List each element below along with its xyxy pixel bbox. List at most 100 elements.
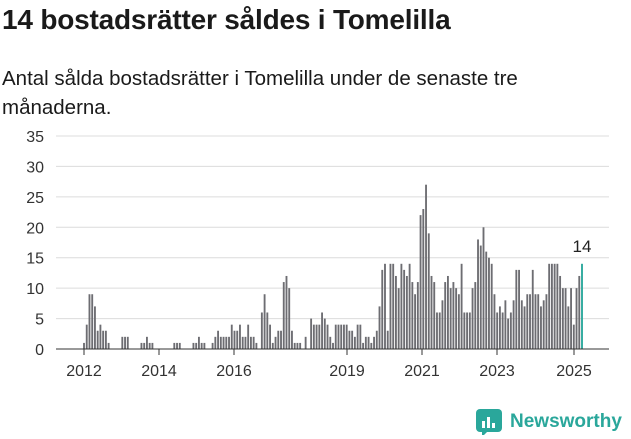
bar	[403, 269, 406, 349]
bar	[146, 336, 148, 349]
bar	[203, 342, 206, 349]
bar	[468, 312, 471, 349]
bar	[397, 288, 400, 349]
bar	[416, 282, 419, 349]
y-tick-label: 0	[35, 342, 44, 359]
newsworthy-logo-icon	[476, 409, 502, 435]
bar	[197, 336, 200, 349]
bar	[455, 288, 458, 349]
bar	[559, 275, 562, 349]
bar	[96, 330, 99, 349]
bar	[178, 342, 181, 349]
bar	[99, 324, 102, 349]
bar	[269, 324, 271, 349]
bar	[441, 300, 444, 349]
bar	[249, 336, 252, 349]
bar	[312, 324, 315, 349]
bar	[230, 324, 233, 349]
chart-title: 14 bostadsrätter såldes i Tomelilla	[2, 4, 451, 35]
bar	[474, 282, 477, 349]
bar	[460, 263, 463, 349]
bar	[485, 251, 488, 349]
bar	[438, 312, 441, 349]
bar	[405, 275, 408, 349]
bar	[564, 288, 567, 349]
bar	[427, 233, 430, 349]
bar	[102, 330, 105, 349]
y-axis-ticks: 0 5 10 15 20 25 30 35	[26, 129, 44, 359]
x-tick-label: 2019	[329, 363, 365, 380]
bar	[252, 336, 255, 349]
bar	[509, 312, 512, 349]
bar	[222, 336, 225, 349]
bar	[332, 342, 334, 349]
bar	[304, 336, 307, 349]
bar	[85, 324, 88, 349]
x-axis: 2012 2014 2016 2019 2021 2023 2025	[56, 348, 609, 380]
bar	[318, 324, 321, 349]
bar-highlight	[581, 263, 583, 349]
bar	[121, 336, 124, 349]
bar	[337, 324, 340, 349]
y-tick-label: 15	[26, 251, 44, 268]
bar	[244, 336, 247, 349]
bar	[537, 294, 540, 349]
bar	[408, 263, 411, 349]
bar	[126, 336, 129, 349]
bar	[515, 269, 518, 349]
bar	[373, 336, 375, 349]
bar	[345, 324, 348, 349]
bar	[498, 306, 501, 349]
brand-logo[interactable]: Newsworthy	[476, 407, 622, 437]
bar	[518, 269, 520, 349]
bar	[550, 263, 553, 349]
bar	[140, 342, 143, 349]
bar	[143, 342, 146, 349]
bars	[83, 184, 583, 349]
bar	[148, 342, 151, 349]
y-tick-label: 20	[26, 220, 44, 237]
chart-subtitle: Antal sålda bostadsrätter i Tomelilla un…	[2, 67, 518, 119]
data-labels: 14	[573, 237, 592, 256]
bar	[315, 324, 318, 349]
x-tick-label: 2025	[556, 363, 592, 380]
bar	[466, 312, 469, 349]
y-tick-label: 5	[35, 312, 44, 329]
gridlines	[56, 135, 609, 320]
x-tick-label: 2012	[66, 363, 102, 380]
bar	[493, 294, 496, 349]
bar	[236, 330, 239, 349]
bar	[496, 312, 499, 349]
brand-name: Newsworthy	[510, 411, 622, 432]
bar	[488, 257, 490, 349]
bar	[504, 300, 507, 349]
bar	[433, 282, 436, 349]
bar	[200, 342, 203, 349]
bar	[263, 294, 266, 349]
bar	[553, 263, 556, 349]
bar	[436, 312, 438, 349]
bar	[353, 336, 356, 349]
y-tick-label: 30	[26, 159, 44, 176]
bar	[572, 324, 575, 349]
bar	[531, 269, 534, 349]
bar	[367, 336, 370, 349]
bar	[280, 330, 282, 349]
bar	[414, 294, 417, 349]
bar	[173, 342, 176, 349]
bar	[378, 306, 381, 349]
bar	[507, 318, 510, 349]
bar	[247, 324, 250, 349]
bar	[91, 294, 94, 349]
bar	[512, 300, 515, 349]
bar	[490, 263, 493, 349]
bar	[228, 336, 230, 349]
x-tick-label: 2021	[404, 363, 440, 380]
bar	[266, 312, 269, 349]
bar	[88, 294, 91, 349]
bar	[104, 330, 107, 349]
bar	[340, 324, 343, 349]
bar	[452, 282, 455, 349]
bar	[241, 336, 244, 349]
